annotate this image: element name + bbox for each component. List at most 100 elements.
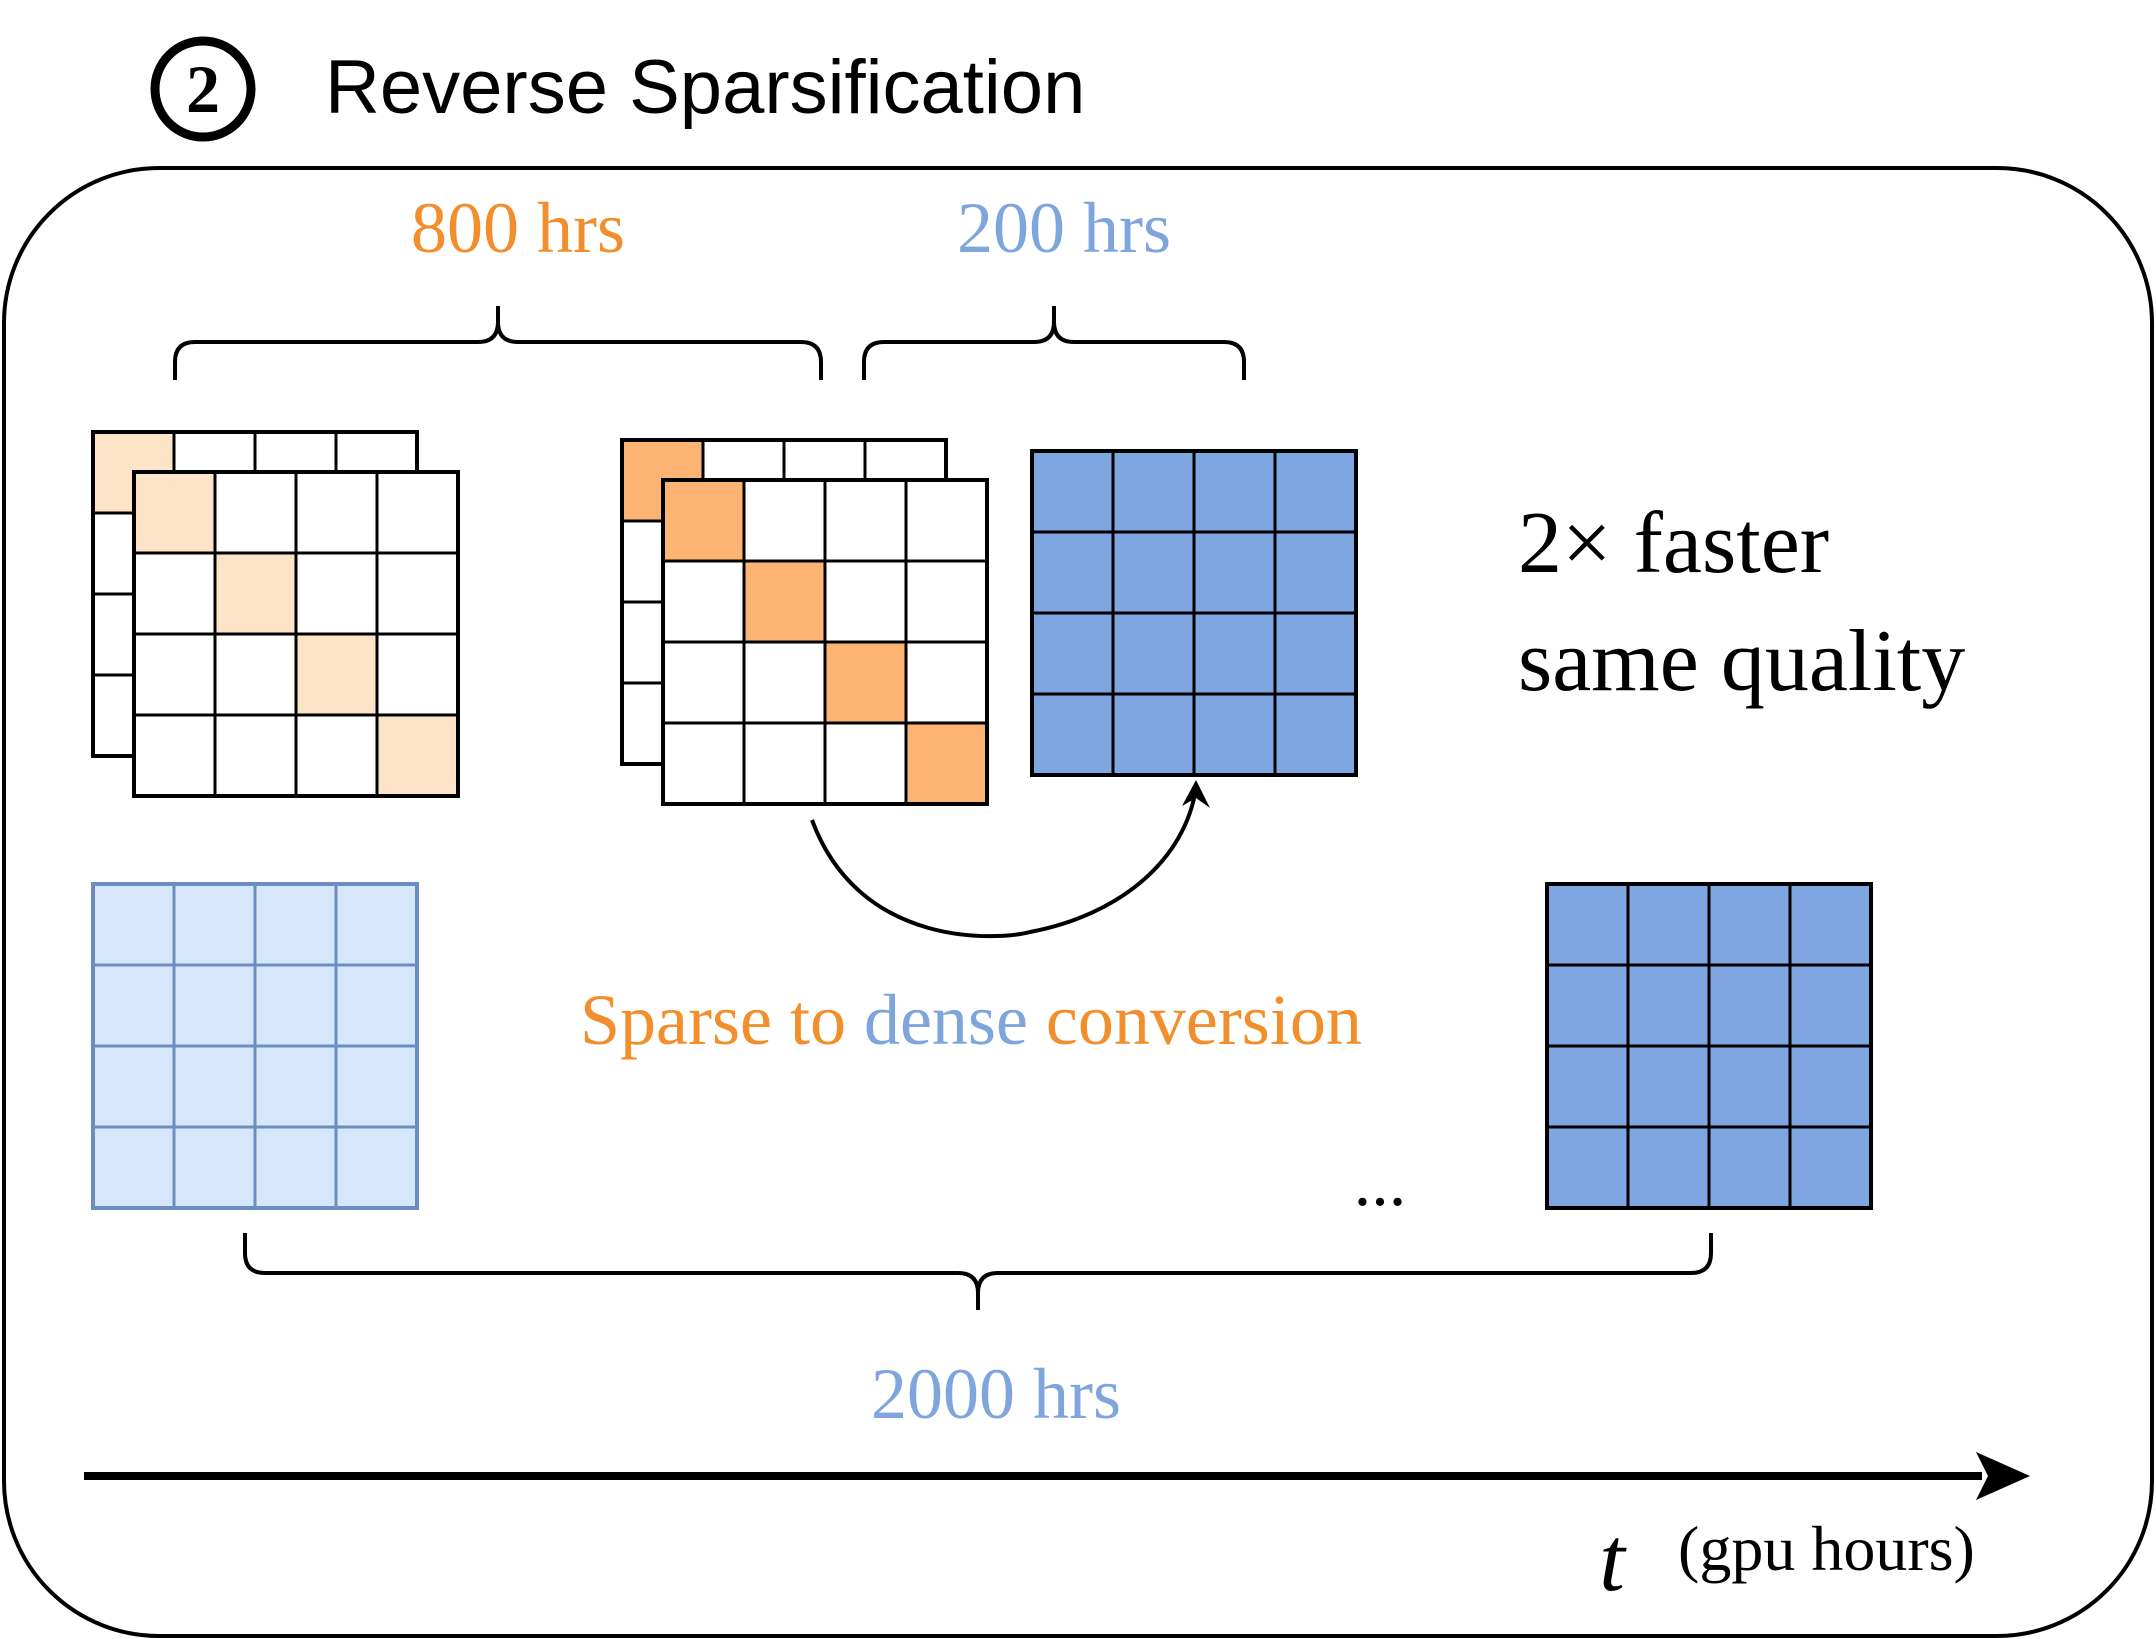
dense-matrix-converted <box>1030 449 1358 777</box>
matrix-cell <box>1192 611 1277 696</box>
ellipsis: ... <box>1354 1144 1407 1221</box>
matrix-cell <box>1545 1125 1630 1210</box>
matrix-cell <box>1273 530 1358 615</box>
axis-symbol: t <box>1599 1508 1627 1610</box>
result-faster: 2× faster <box>1518 495 1829 592</box>
matrix-cell <box>375 470 460 555</box>
matrix-cell <box>1545 963 1630 1048</box>
matrix-cell <box>904 478 989 563</box>
matrix-cell <box>1788 1044 1873 1129</box>
matrix-cell <box>1788 963 1873 1048</box>
matrix-cell <box>823 478 908 563</box>
conversion-label-dense: dense <box>864 980 1028 1060</box>
matrix-cell <box>253 1044 338 1129</box>
matrix-cell <box>1626 963 1711 1048</box>
matrix-cell <box>213 713 298 798</box>
conversion-label-rest: conversion <box>1028 980 1362 1060</box>
matrix-border <box>1545 882 1873 1210</box>
dense-matrix-baseline-start <box>91 882 419 1210</box>
matrix-cell <box>1192 530 1277 615</box>
brace-200 <box>862 306 1246 380</box>
matrix-cell <box>1626 882 1711 967</box>
matrix-cell <box>172 1044 257 1129</box>
matrix-cell <box>904 721 989 806</box>
matrix-cell <box>661 721 746 806</box>
matrix-cell <box>1788 882 1873 967</box>
conversion-label-sparse: Sparse to <box>580 980 864 1060</box>
matrix-cell <box>742 478 827 563</box>
matrix-cell <box>742 640 827 725</box>
sparse-matrix-1-front <box>132 470 460 798</box>
matrix-cell <box>1192 449 1277 534</box>
matrix-border <box>91 882 419 1210</box>
matrix-cell <box>661 640 746 725</box>
matrix-cell <box>1273 692 1358 777</box>
matrix-cell <box>91 963 176 1048</box>
matrix-cell <box>904 640 989 725</box>
matrix-cell <box>742 721 827 806</box>
duration-label-2000: 2000 hrs <box>871 1354 1121 1434</box>
matrix-cell <box>1707 963 1792 1048</box>
matrix-cell <box>132 632 217 717</box>
matrix-cell <box>823 640 908 725</box>
matrix-cell <box>1111 449 1196 534</box>
conversion-arrow <box>810 787 1198 939</box>
duration-label-200: 200 hrs <box>957 188 1171 268</box>
matrix-cell <box>294 551 379 636</box>
matrix-cell <box>132 470 217 555</box>
matrix-cell <box>172 882 257 967</box>
matrix-cell <box>132 713 217 798</box>
matrix-border <box>661 478 989 806</box>
axis-unit: (gpu hours) <box>1678 1513 1975 1584</box>
matrix-cell <box>334 882 419 967</box>
matrix-cell <box>1788 1125 1873 1210</box>
matrix-border <box>1030 449 1358 777</box>
matrix-cell <box>253 882 338 967</box>
matrix-cell <box>294 470 379 555</box>
conversion-arrowhead <box>1182 780 1210 808</box>
matrix-cell <box>1030 611 1115 696</box>
time-axis-arrowhead <box>1976 1452 2030 1500</box>
matrix-cell <box>375 551 460 636</box>
step-number: 2 <box>186 51 220 127</box>
brace-2000 <box>243 1233 1713 1310</box>
matrix-cell <box>253 1125 338 1210</box>
matrix-cell <box>661 559 746 644</box>
matrix-cell <box>742 559 827 644</box>
matrix-cell <box>1707 1125 1792 1210</box>
matrix-cell <box>823 721 908 806</box>
step-number-circle <box>150 36 256 142</box>
matrix-cell <box>172 1125 257 1210</box>
matrix-cell <box>1030 449 1115 534</box>
matrix-cell <box>1626 1044 1711 1129</box>
matrix-cell <box>334 963 419 1048</box>
matrix-cell <box>253 963 338 1048</box>
matrix-cell <box>1030 692 1115 777</box>
matrix-cell <box>1707 1044 1792 1129</box>
duration-label-800: 800 hrs <box>411 188 625 268</box>
matrix-cell <box>334 1044 419 1129</box>
matrix-cell <box>1545 1044 1630 1129</box>
matrix-cell <box>213 470 298 555</box>
matrix-cell <box>1111 530 1196 615</box>
brace-800 <box>173 306 823 380</box>
matrix-cell <box>1111 692 1196 777</box>
matrix-cell <box>91 1044 176 1129</box>
matrix-cell <box>1707 882 1792 967</box>
matrix-cell <box>334 1125 419 1210</box>
title-group: 2 Reverse Sparsification <box>150 36 1085 142</box>
page-title: Reverse Sparsification <box>325 45 1085 130</box>
matrix-cell <box>91 1125 176 1210</box>
sparse-matrix-2-front <box>661 478 989 806</box>
matrix-cell <box>375 632 460 717</box>
matrix-cell <box>1545 882 1630 967</box>
matrix-border <box>132 470 460 798</box>
container-frame <box>2 166 2154 1638</box>
matrix-cell <box>823 559 908 644</box>
matrix-cell <box>213 551 298 636</box>
matrix-cell <box>1626 1125 1711 1210</box>
matrix-cell <box>172 963 257 1048</box>
matrix-cell <box>91 882 176 967</box>
matrix-cell <box>1111 611 1196 696</box>
